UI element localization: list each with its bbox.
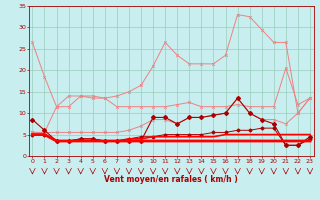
- X-axis label: Vent moyen/en rafales ( km/h ): Vent moyen/en rafales ( km/h ): [104, 175, 238, 184]
